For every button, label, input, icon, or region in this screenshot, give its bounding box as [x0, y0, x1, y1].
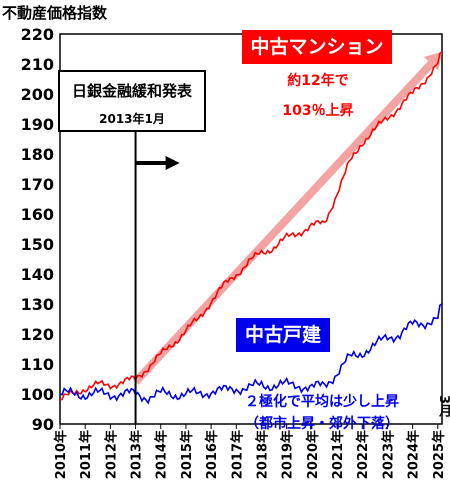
x-tick-label: 2017年	[229, 430, 245, 479]
x-tick-label: 2025年	[431, 430, 447, 479]
trend-arrow-head	[423, 52, 442, 71]
x-tick-label: 2015年	[179, 430, 195, 479]
y-tick-label: 100	[21, 385, 54, 404]
series-line-house	[59, 303, 443, 405]
y-axis-title: 不動産価格指数	[2, 4, 108, 22]
y-tick-label: 210	[21, 55, 54, 74]
x-tick-label: 2014年	[154, 430, 170, 479]
x-tick-label: 2016年	[204, 430, 220, 479]
boj-title: 日銀金融緩和発表	[71, 82, 192, 100]
x-tick-label: 2023年	[380, 430, 396, 479]
x-tick-label: 2022年	[355, 430, 371, 479]
y-tick-label: 130	[21, 295, 54, 314]
house-note-line1: ２極化で平均は少し上昇	[245, 394, 399, 410]
y-tick-label: 90	[32, 415, 54, 434]
trend-arrow	[132, 61, 435, 385]
x-tick-label: 2011年	[78, 430, 94, 479]
condo-note-line1: 約12年で	[287, 73, 349, 89]
y-tick-label: 150	[21, 235, 54, 254]
x-axis: 2010年 2011年 2012年 2013年 2014年 2015年 2016年 2017年…	[53, 424, 447, 479]
condo-note: 約12年で 103％上昇	[262, 66, 374, 126]
y-axis: 90 100 110 120 130 140 150 160 170 180 190 200 210 22…	[21, 25, 54, 434]
x-axis-end-label: 3月	[436, 395, 450, 418]
x-tick-label: 2010年	[53, 430, 69, 479]
house-note: ２極化で平均は少し上昇 （都市上昇・郊外下落）	[222, 391, 422, 435]
x-tick-label: 2018年	[254, 430, 270, 479]
legend-label-condo: 中古マンション	[242, 30, 392, 64]
x-tick-label: 2021年	[330, 430, 346, 479]
y-tick-label: 190	[21, 115, 54, 134]
condo-note-line2: 103％上昇	[282, 103, 354, 119]
x-tick-label: 2020年	[305, 430, 321, 479]
boj-date: 2013年1月	[99, 112, 165, 126]
x-tick-label: 2013年	[129, 430, 145, 479]
x-tick-label: 2019年	[280, 430, 296, 479]
x-tick-label: 2012年	[103, 430, 119, 479]
legend-label-house: 中古戸建	[236, 318, 330, 352]
y-tick-label: 160	[21, 205, 54, 224]
y-tick-label: 140	[21, 265, 54, 284]
series-line-condo	[59, 51, 443, 401]
y-tick-label: 170	[21, 175, 54, 194]
boj-annotation-box: 日銀金融緩和発表 2013年1月	[58, 70, 206, 132]
y-tick-label: 220	[21, 25, 54, 44]
y-tick-label: 200	[21, 85, 54, 104]
y-tick-label: 120	[21, 325, 54, 344]
y-tick-label: 110	[21, 355, 54, 374]
y-tick-label: 180	[21, 145, 54, 164]
x-tick-label: 2024年	[406, 430, 422, 479]
house-note-line2: （都市上昇・郊外下落）	[245, 416, 399, 432]
boj-arrow-head	[165, 156, 180, 170]
